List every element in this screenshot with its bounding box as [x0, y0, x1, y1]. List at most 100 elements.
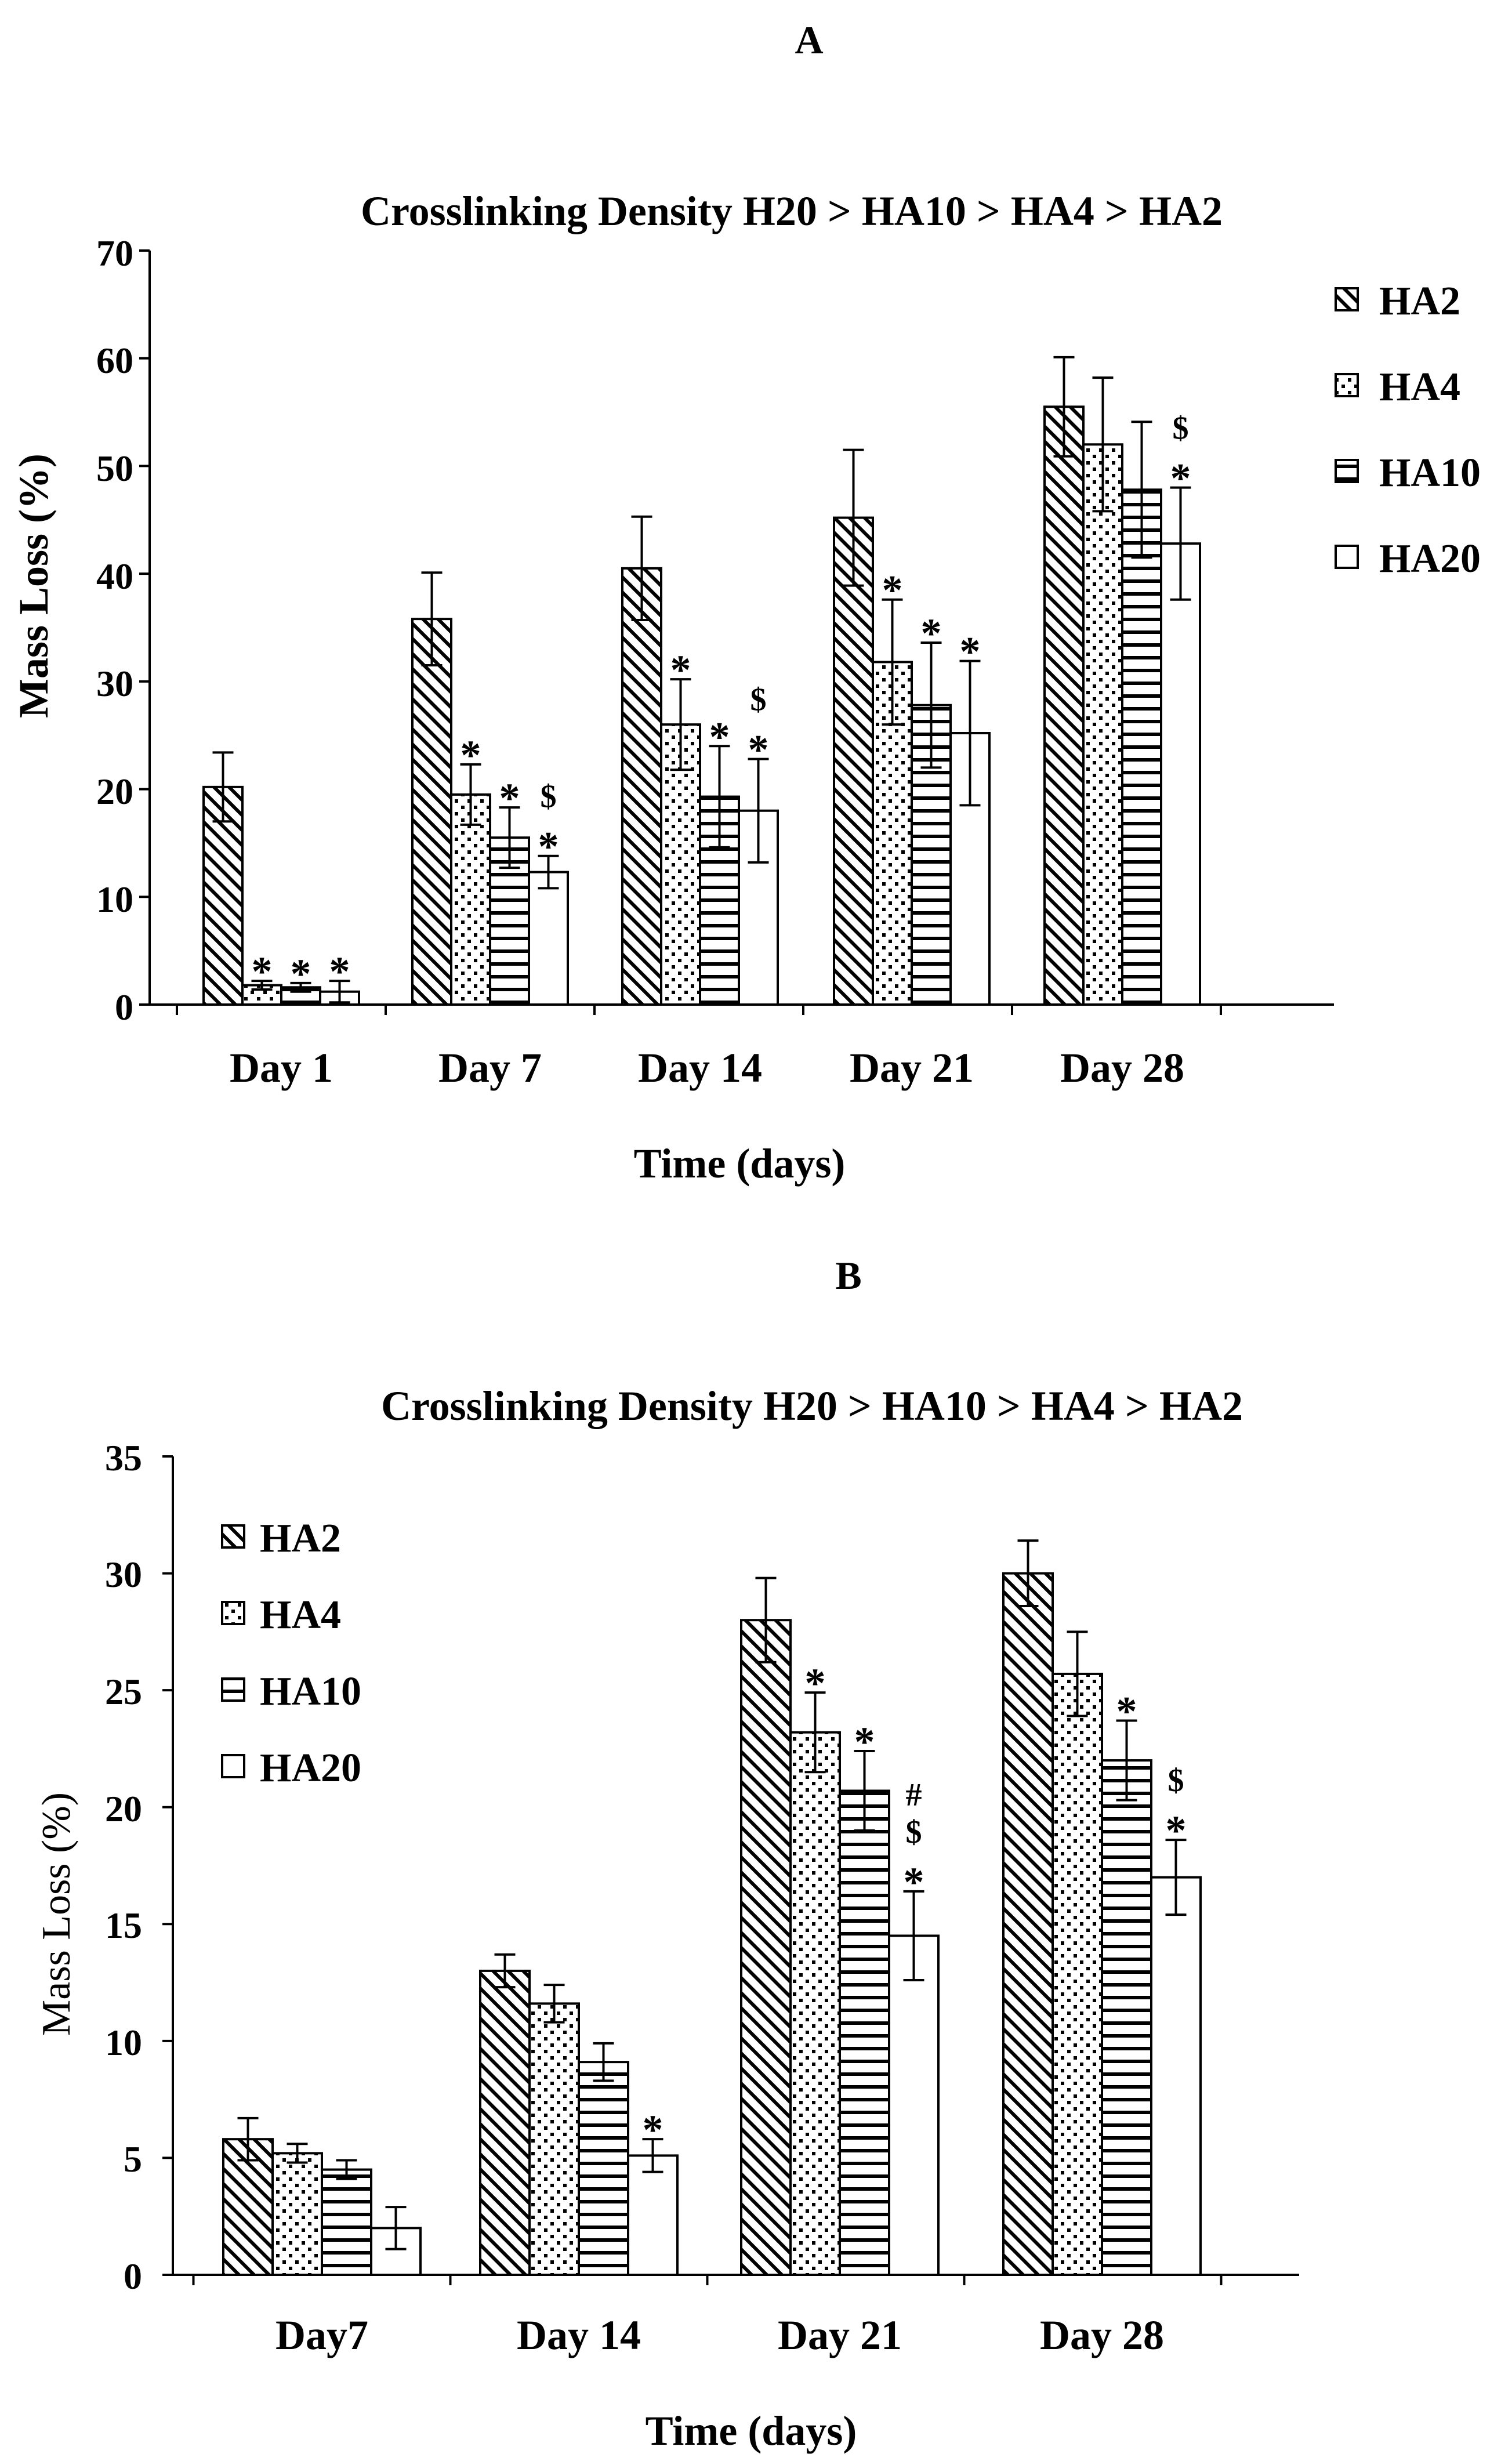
- significance-mark: *: [670, 647, 691, 693]
- legend-item-ha4: HA4: [1335, 365, 1460, 409]
- panel-b-plot: ****$#**$: [162, 1455, 1299, 2285]
- legend-label: HA4: [1379, 365, 1460, 409]
- panel-b-ytick: 35: [105, 1437, 142, 1478]
- significance-mark: *: [461, 732, 481, 778]
- bar-ha10: [1101, 1759, 1152, 2276]
- legend-swatch: [221, 1754, 245, 1778]
- bar-ha4: [528, 2002, 580, 2276]
- significance-mark: #: [906, 1777, 922, 1813]
- error-bar: [1092, 376, 1114, 513]
- significance-mark: *: [252, 948, 273, 995]
- error-bar: [709, 745, 730, 849]
- panel-a-ytick: 40: [96, 556, 133, 597]
- error-bar: [494, 1953, 516, 1989]
- significance-mark: $: [1168, 1763, 1184, 1799]
- error-bar: [1116, 1719, 1137, 1802]
- legend-item-ha4: HA4: [221, 1593, 341, 1637]
- bar-ha20: [888, 1934, 940, 2276]
- panel-a-ylabel: Mass Loss (%): [10, 454, 57, 718]
- panel-a-xlabel: Time (days): [634, 1140, 846, 1187]
- error-bar: [1165, 1839, 1187, 1916]
- error-bar: [385, 2206, 407, 2250]
- error-bar: [212, 751, 234, 823]
- legend-swatch: [1335, 459, 1359, 483]
- significance-mark: *: [1170, 455, 1191, 502]
- panel-a-xtick: Day 21: [850, 1045, 974, 1091]
- error-bar: [237, 2116, 259, 2162]
- panel-a-plot: * * * * * * $ * * * $ * * * * $: [139, 249, 1334, 1015]
- panel-b-title: Crosslinking Density H20 > HA10 > HA4 > …: [381, 1383, 1243, 1429]
- significance-mark: *: [805, 1660, 826, 1706]
- bar-ha4: [271, 2152, 323, 2277]
- significance-mark: *: [882, 567, 903, 614]
- panel-a-ytick: 10: [96, 879, 133, 920]
- error-bar: [804, 1691, 826, 1774]
- panel-b-ytick: 25: [105, 1671, 142, 1712]
- error-bar: [882, 598, 903, 726]
- legend-item-ha20: HA20: [221, 1746, 361, 1791]
- bar-ha2: [833, 516, 874, 1006]
- panel-b-xtick: Day 28: [1040, 2312, 1164, 2358]
- legend-label: HA20: [1379, 537, 1481, 581]
- panel-b-label: B: [835, 1253, 861, 1297]
- panel-b-ytick: 0: [124, 2256, 142, 2297]
- panel-a-ytick: 30: [96, 663, 133, 704]
- legend-label: HA2: [1379, 279, 1460, 324]
- error-bar: [499, 806, 520, 869]
- bar-ha20: [370, 2227, 422, 2276]
- panel-a-xticks: Day 1 Day 7 Day 14 Day 21 Day 28: [230, 1045, 1184, 1091]
- error-bar: [642, 2138, 663, 2173]
- error-bar: [1053, 356, 1075, 458]
- panel-b-legend: HA2 HA4 HA10 HA20: [221, 1516, 361, 1791]
- error-bar: [538, 854, 559, 890]
- error-bar: [748, 757, 769, 864]
- legend-swatch: [221, 1677, 245, 1702]
- bar-ha2: [479, 1969, 531, 2276]
- bar-ha20: [627, 2154, 679, 2277]
- legend-item-ha20: HA20: [1335, 537, 1481, 581]
- bar-ha4: [1051, 1672, 1103, 2276]
- panel-a-label: A: [795, 18, 823, 62]
- legend-item-ha10: HA10: [1335, 451, 1481, 495]
- significance-mark: *: [1166, 1807, 1187, 1854]
- bar-ha4: [1082, 443, 1123, 1006]
- significance-mark: $: [906, 1814, 922, 1850]
- panel-a-ytick: 60: [96, 340, 133, 381]
- panel-b-xtick: Day 14: [517, 2312, 641, 2358]
- bar-ha10: [1121, 488, 1162, 1006]
- significance-mark: *: [329, 948, 350, 995]
- bar-ha4: [789, 1731, 841, 2276]
- error-bar: [903, 1890, 924, 1982]
- panel-a-ytick: 70: [96, 233, 133, 274]
- bar-ha20: [1150, 1876, 1202, 2277]
- bar-ha4: [660, 723, 701, 1006]
- panel-b-ytick: 5: [124, 2139, 142, 2180]
- significance-mark: *: [960, 629, 981, 675]
- error-bar: [631, 515, 652, 621]
- significance-mark: *: [538, 824, 559, 870]
- bar-ha4: [450, 793, 491, 1006]
- panel-b-ytick: 20: [105, 1788, 142, 1829]
- bar-ha2: [1043, 405, 1085, 1006]
- error-bar: [1131, 421, 1152, 559]
- bar-ha10: [839, 1789, 890, 2277]
- error-bar: [543, 1984, 565, 2024]
- legend-label: HA2: [260, 1516, 341, 1561]
- bar-ha20: [1160, 542, 1201, 1006]
- panel-b: B Crosslinking Density H20 > HA10 > HA4 …: [34, 1253, 1299, 2454]
- error-bar: [460, 763, 481, 826]
- error-bar: [329, 980, 350, 1004]
- legend-swatch: [1335, 545, 1359, 569]
- legend-label: HA20: [260, 1746, 361, 1791]
- panel-a-title: Crosslinking Density H20 > HA10 > HA4 > …: [361, 188, 1223, 234]
- legend-swatch: [1335, 287, 1359, 311]
- error-bar: [290, 981, 311, 993]
- error-bar: [854, 1749, 875, 1832]
- error-bar: [920, 641, 942, 769]
- significance-mark: $: [1173, 411, 1189, 447]
- panel-a-xtick: Day 14: [638, 1045, 762, 1091]
- error-bar: [843, 448, 864, 587]
- legend-item-ha2: HA2: [1335, 279, 1460, 324]
- legend-swatch: [1335, 373, 1359, 397]
- error-bar: [251, 980, 273, 991]
